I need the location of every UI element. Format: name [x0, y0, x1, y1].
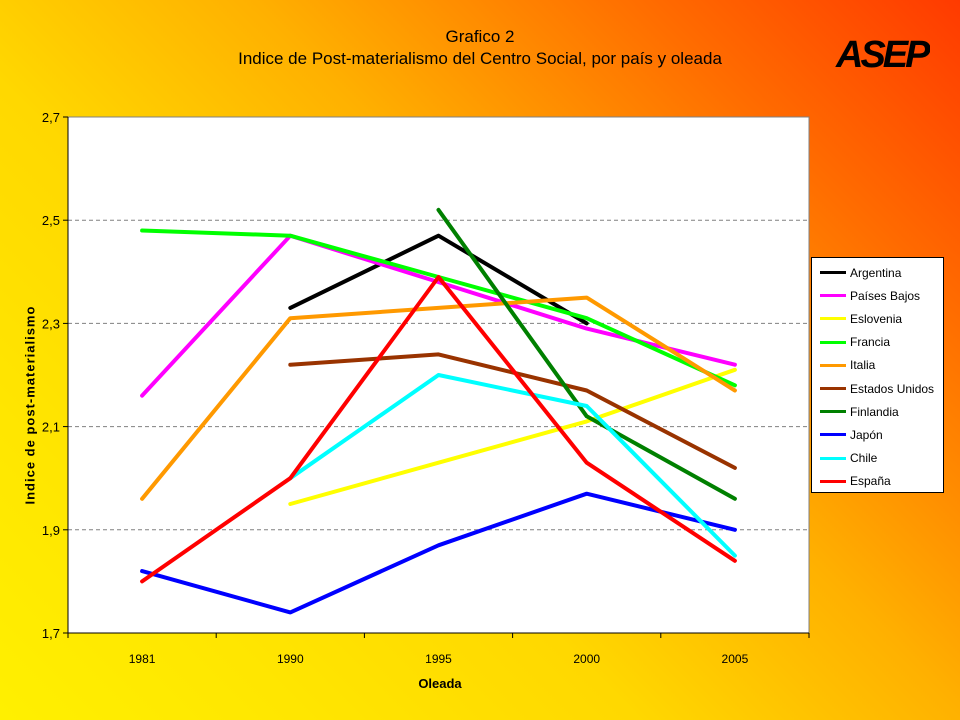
legend-swatch	[820, 456, 846, 460]
legend-item: Japón	[820, 423, 943, 446]
legend-label: Francia	[850, 335, 891, 350]
legend-label: Japón	[850, 427, 883, 442]
legend-swatch	[820, 317, 846, 321]
legend-item: Finlandia	[820, 400, 943, 423]
x-axis-title: Oleada	[418, 676, 462, 691]
legend-item: España	[820, 470, 943, 493]
y-tick-label: 2,1	[42, 420, 60, 435]
x-tick-label: 1981	[129, 652, 156, 666]
legend-item: Estados Unidos	[820, 377, 943, 400]
series-line-argentina	[288, 233, 589, 326]
legend-item: Chile	[820, 447, 943, 470]
x-tick-label: 1995	[425, 652, 452, 666]
x-tick-label: 2005	[722, 652, 749, 666]
legend-item: Argentina	[820, 261, 943, 284]
legend-label: Chile	[850, 451, 878, 466]
legend-item: Países Bajos	[820, 284, 943, 307]
legend-item: Francia	[820, 331, 943, 354]
series-line-chile	[288, 373, 737, 558]
legend-swatch	[820, 363, 846, 367]
series-line-finlandia	[436, 207, 737, 501]
y-axis-title: Indice de post-materialismo	[22, 305, 38, 505]
chart-subtitle: Indice de Post-materialismo del Centro S…	[238, 49, 722, 68]
y-tick-label: 2,5	[42, 213, 60, 228]
y-tick-label: 1,9	[42, 523, 60, 538]
y-tick-label: 2,3	[42, 316, 60, 331]
svg-text:ASEP: ASEP	[835, 34, 930, 73]
legend-label: España	[850, 474, 891, 489]
legend-swatch	[820, 387, 846, 391]
legend-swatch	[820, 294, 846, 298]
legend-swatch	[820, 410, 846, 414]
legend-label: Argentina	[850, 265, 902, 280]
y-tick-label: 1,7	[42, 626, 60, 641]
x-tick-label: 2000	[573, 652, 600, 666]
legend-swatch	[820, 479, 846, 483]
chart-title: Grafico 2	[445, 27, 515, 46]
series-line-italia	[140, 295, 737, 501]
legend-label: Países Bajos	[850, 288, 921, 303]
chart-legend: Argentina Países Bajos Eslovenia Francia Ita…	[811, 257, 944, 493]
legend-swatch	[820, 271, 846, 275]
legend-item: Eslovenia	[820, 307, 943, 330]
x-tick-label: 1990	[277, 652, 304, 666]
series-line-españa	[140, 275, 737, 584]
chart-title-block: Grafico 2 Indice de Post-materialismo de…	[0, 26, 960, 70]
legend-label: Estados Unidos	[850, 381, 935, 396]
legend-label: Finlandia	[850, 404, 899, 419]
legend-label: Eslovenia	[850, 311, 903, 326]
legend-item: Italia	[820, 354, 943, 377]
legend-swatch	[820, 433, 846, 437]
asep-logo: ASEP	[835, 34, 930, 73]
legend-label: Italia	[850, 358, 876, 373]
series-line-japón	[140, 491, 737, 615]
y-tick-label: 2,7	[42, 110, 60, 125]
legend-swatch	[820, 340, 846, 344]
series-line-eslovenia	[288, 367, 737, 506]
